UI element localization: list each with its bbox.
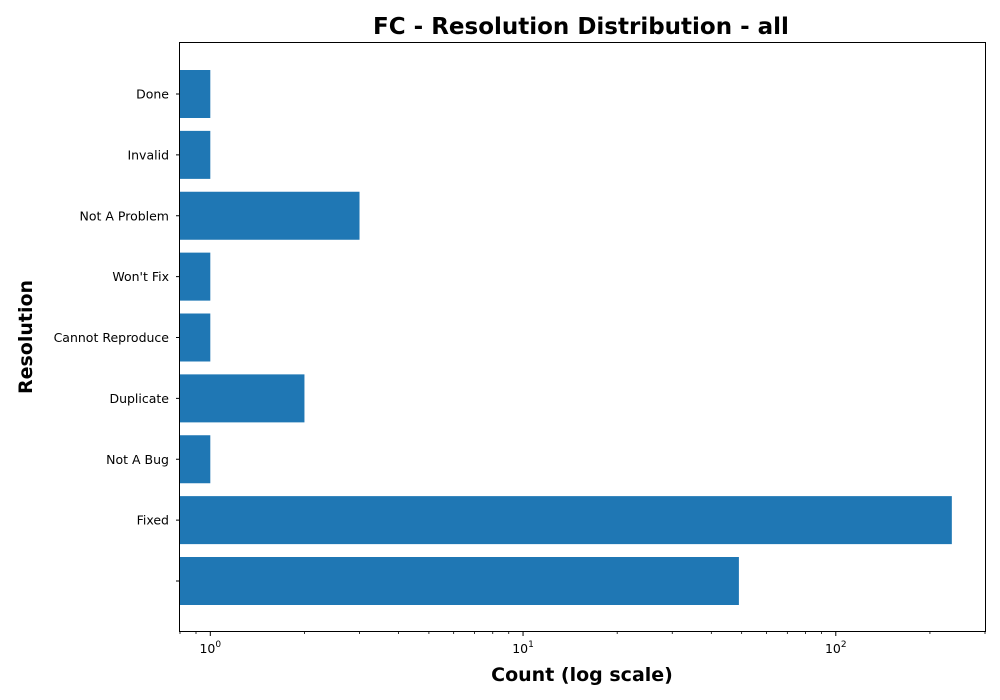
bars-group: [180, 70, 952, 605]
x-tick-label: 101: [512, 640, 534, 656]
bar: [180, 191, 360, 240]
x-tick-label: 102: [825, 640, 847, 656]
y-tick-label: Not A Bug: [106, 452, 169, 467]
y-tick-label: Done: [136, 87, 169, 102]
bar: [180, 313, 211, 362]
chart-title: FC - Resolution Distribution - all: [373, 14, 789, 40]
x-axis-ticks: 100 101 102: [179, 631, 986, 656]
bar: [180, 435, 211, 484]
bar: [180, 374, 305, 423]
x-axis-title: Count (log scale): [491, 664, 673, 686]
y-tick-label: Won't Fix: [112, 269, 169, 284]
y-tick-label: Not A Problem: [79, 208, 169, 223]
y-tick-label: Invalid: [127, 147, 169, 162]
y-axis-title: Resolution: [15, 280, 37, 394]
bar: [180, 496, 952, 545]
bar: [180, 557, 739, 605]
x-tick-label: 100: [199, 640, 221, 656]
y-tick-label: Cannot Reproduce: [54, 330, 170, 345]
bar: [180, 130, 211, 179]
bar: [180, 252, 211, 301]
plot-frame: [179, 42, 986, 632]
y-axis-ticks: Done Invalid Not A Problem Won't Fix Cannot …: [54, 87, 180, 582]
y-tick-label: Fixed: [137, 513, 169, 528]
bar: [180, 70, 211, 118]
y-tick-label: Duplicate: [109, 391, 169, 406]
